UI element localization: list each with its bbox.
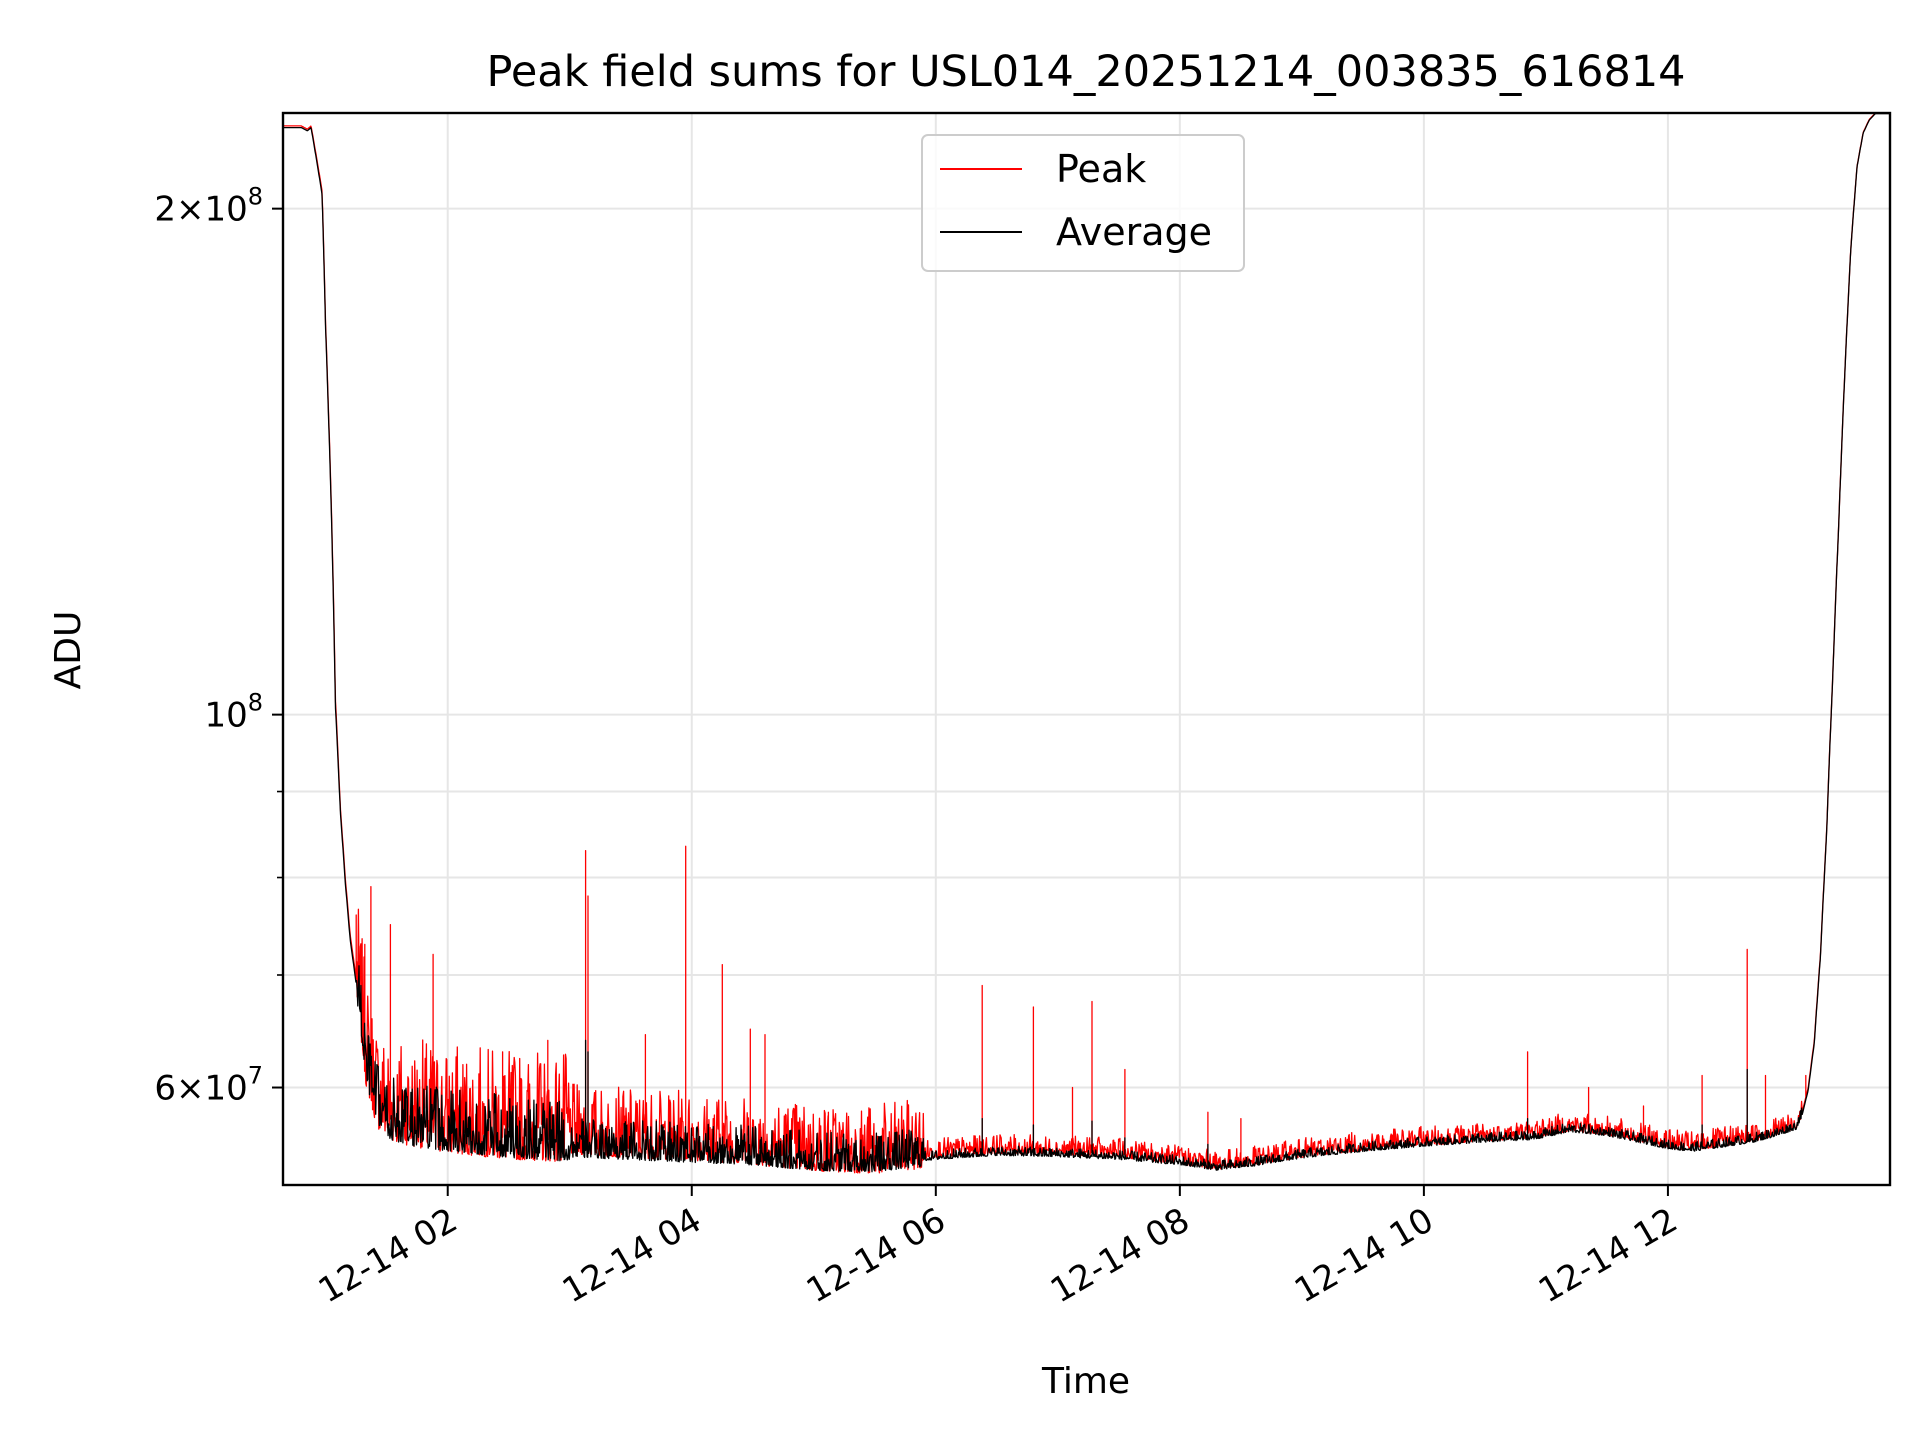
chart-title: Peak field sums for USL014_20251214_0038… (486, 47, 1685, 97)
legend-peak-label: Peak (1056, 147, 1146, 191)
grid-lines (283, 113, 1890, 1185)
x-axis-label: Time (1041, 1361, 1130, 1402)
y-axis-label: ADU (48, 611, 89, 690)
plot-frame (281, 111, 1892, 1187)
legend-average-label: Average (1056, 210, 1212, 254)
y-tick-label: 2×108 (154, 183, 263, 230)
y-tick-label: 108 (204, 689, 263, 736)
series-line-average (282, 112, 1891, 1173)
legend: Peak Average (921, 134, 1245, 272)
series-layer (282, 112, 1891, 1174)
y-tick-label: 6×107 (154, 1062, 263, 1109)
